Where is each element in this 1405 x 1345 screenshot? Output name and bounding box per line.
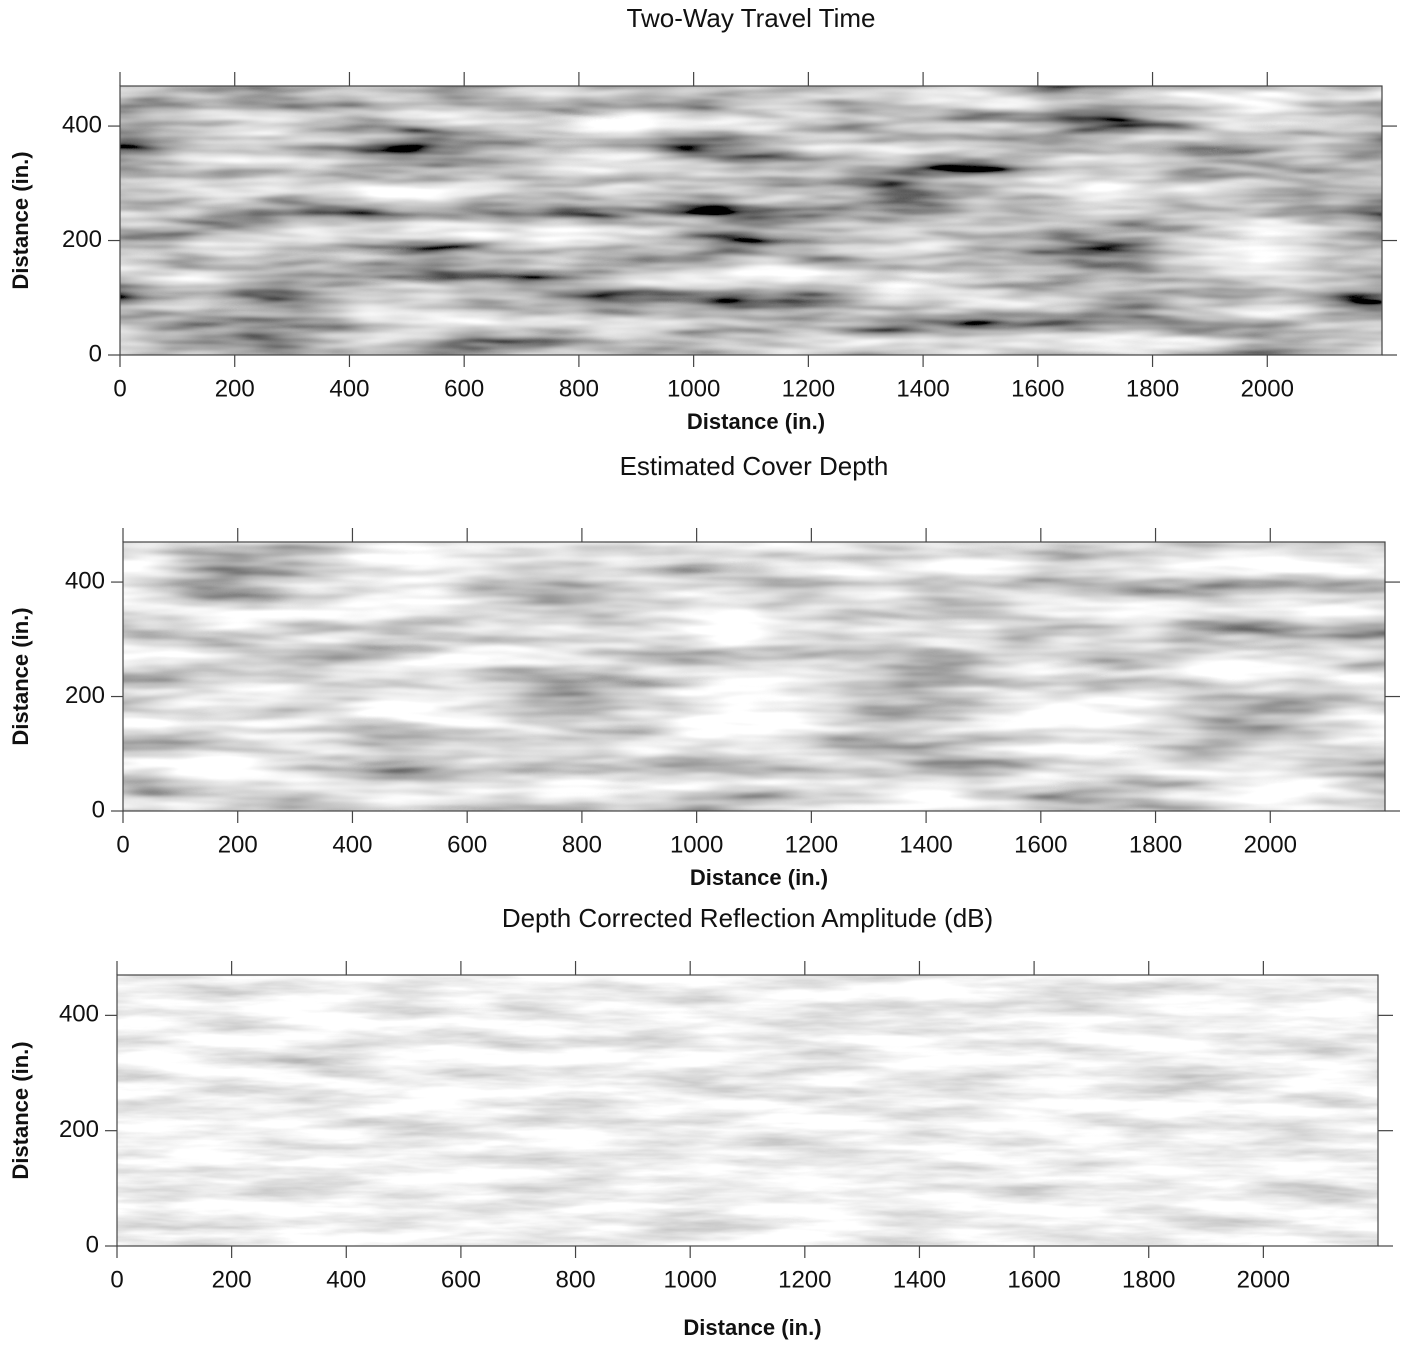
heatmap-image xyxy=(123,542,1385,811)
x-tick-label: 1200 xyxy=(778,1266,831,1293)
y-tick-label: 0 xyxy=(86,1231,99,1258)
heatmap-image xyxy=(120,86,1382,355)
x-tick-label: 1200 xyxy=(782,375,835,402)
x-tick-label: 0 xyxy=(110,1266,123,1293)
y-tick-label: 400 xyxy=(59,1001,99,1028)
x-tick-label: 600 xyxy=(444,375,484,402)
x-tick-label: 1600 xyxy=(1011,375,1064,402)
y-tick-label: 400 xyxy=(62,111,102,138)
x-tick-label: 2000 xyxy=(1241,375,1294,402)
x-tick-label: 400 xyxy=(332,831,372,858)
x-tick-label: 0 xyxy=(113,375,126,402)
x-tick-label: 0 xyxy=(116,831,129,858)
x-tick-label: 600 xyxy=(447,831,487,858)
y-tick-label: 400 xyxy=(65,567,105,594)
x-tick-label: 800 xyxy=(562,831,602,858)
heatmap-image xyxy=(117,975,1378,1246)
x-tick-label: 1800 xyxy=(1129,831,1182,858)
x-tick-label: 200 xyxy=(218,831,258,858)
plot-frame xyxy=(119,85,1383,356)
x-tick-label: 1400 xyxy=(899,831,952,858)
x-tick-label: 2000 xyxy=(1244,831,1297,858)
x-tick-label: 400 xyxy=(326,1266,366,1293)
x-tick-label: 1000 xyxy=(667,375,720,402)
x-tick-label: 1800 xyxy=(1122,1266,1175,1293)
x-tick-label: 400 xyxy=(329,375,369,402)
x-tick-label: 1000 xyxy=(670,831,723,858)
plot-frame xyxy=(116,974,1379,1247)
x-tick-label: 1400 xyxy=(893,1266,946,1293)
x-tick-label: 800 xyxy=(556,1266,596,1293)
chart-title: Depth Corrected Reflection Amplitude (dB… xyxy=(502,903,993,933)
x-tick-label: 1600 xyxy=(1014,831,1067,858)
chart-title: Estimated Cover Depth xyxy=(620,451,889,481)
x-tick-label: 2000 xyxy=(1237,1266,1290,1293)
x-tick-label: 600 xyxy=(441,1266,481,1293)
x-tick-label: 800 xyxy=(559,375,599,402)
y-tick-label: 200 xyxy=(62,226,102,253)
x-axis-label: Distance (in.) xyxy=(690,865,828,890)
x-tick-label: 1200 xyxy=(785,831,838,858)
y-tick-label: 0 xyxy=(92,796,105,823)
x-axis-label: Distance (in.) xyxy=(683,1315,821,1340)
plot-frame xyxy=(122,541,1386,812)
x-tick-label: 1600 xyxy=(1007,1266,1060,1293)
x-tick-label: 1800 xyxy=(1126,375,1179,402)
y-axis-label: Distance (in.) xyxy=(8,151,33,289)
y-tick-label: 200 xyxy=(59,1116,99,1143)
y-axis-label: Distance (in.) xyxy=(8,607,33,745)
chart-title: Two-Way Travel Time xyxy=(627,3,876,33)
x-tick-label: 1400 xyxy=(896,375,949,402)
x-tick-label: 200 xyxy=(212,1266,252,1293)
y-axis-label: Distance (in.) xyxy=(8,1041,33,1179)
y-tick-label: 0 xyxy=(89,340,102,367)
x-tick-label: 1000 xyxy=(663,1266,716,1293)
y-tick-label: 200 xyxy=(65,682,105,709)
x-axis-label: Distance (in.) xyxy=(687,409,825,434)
x-tick-label: 200 xyxy=(215,375,255,402)
